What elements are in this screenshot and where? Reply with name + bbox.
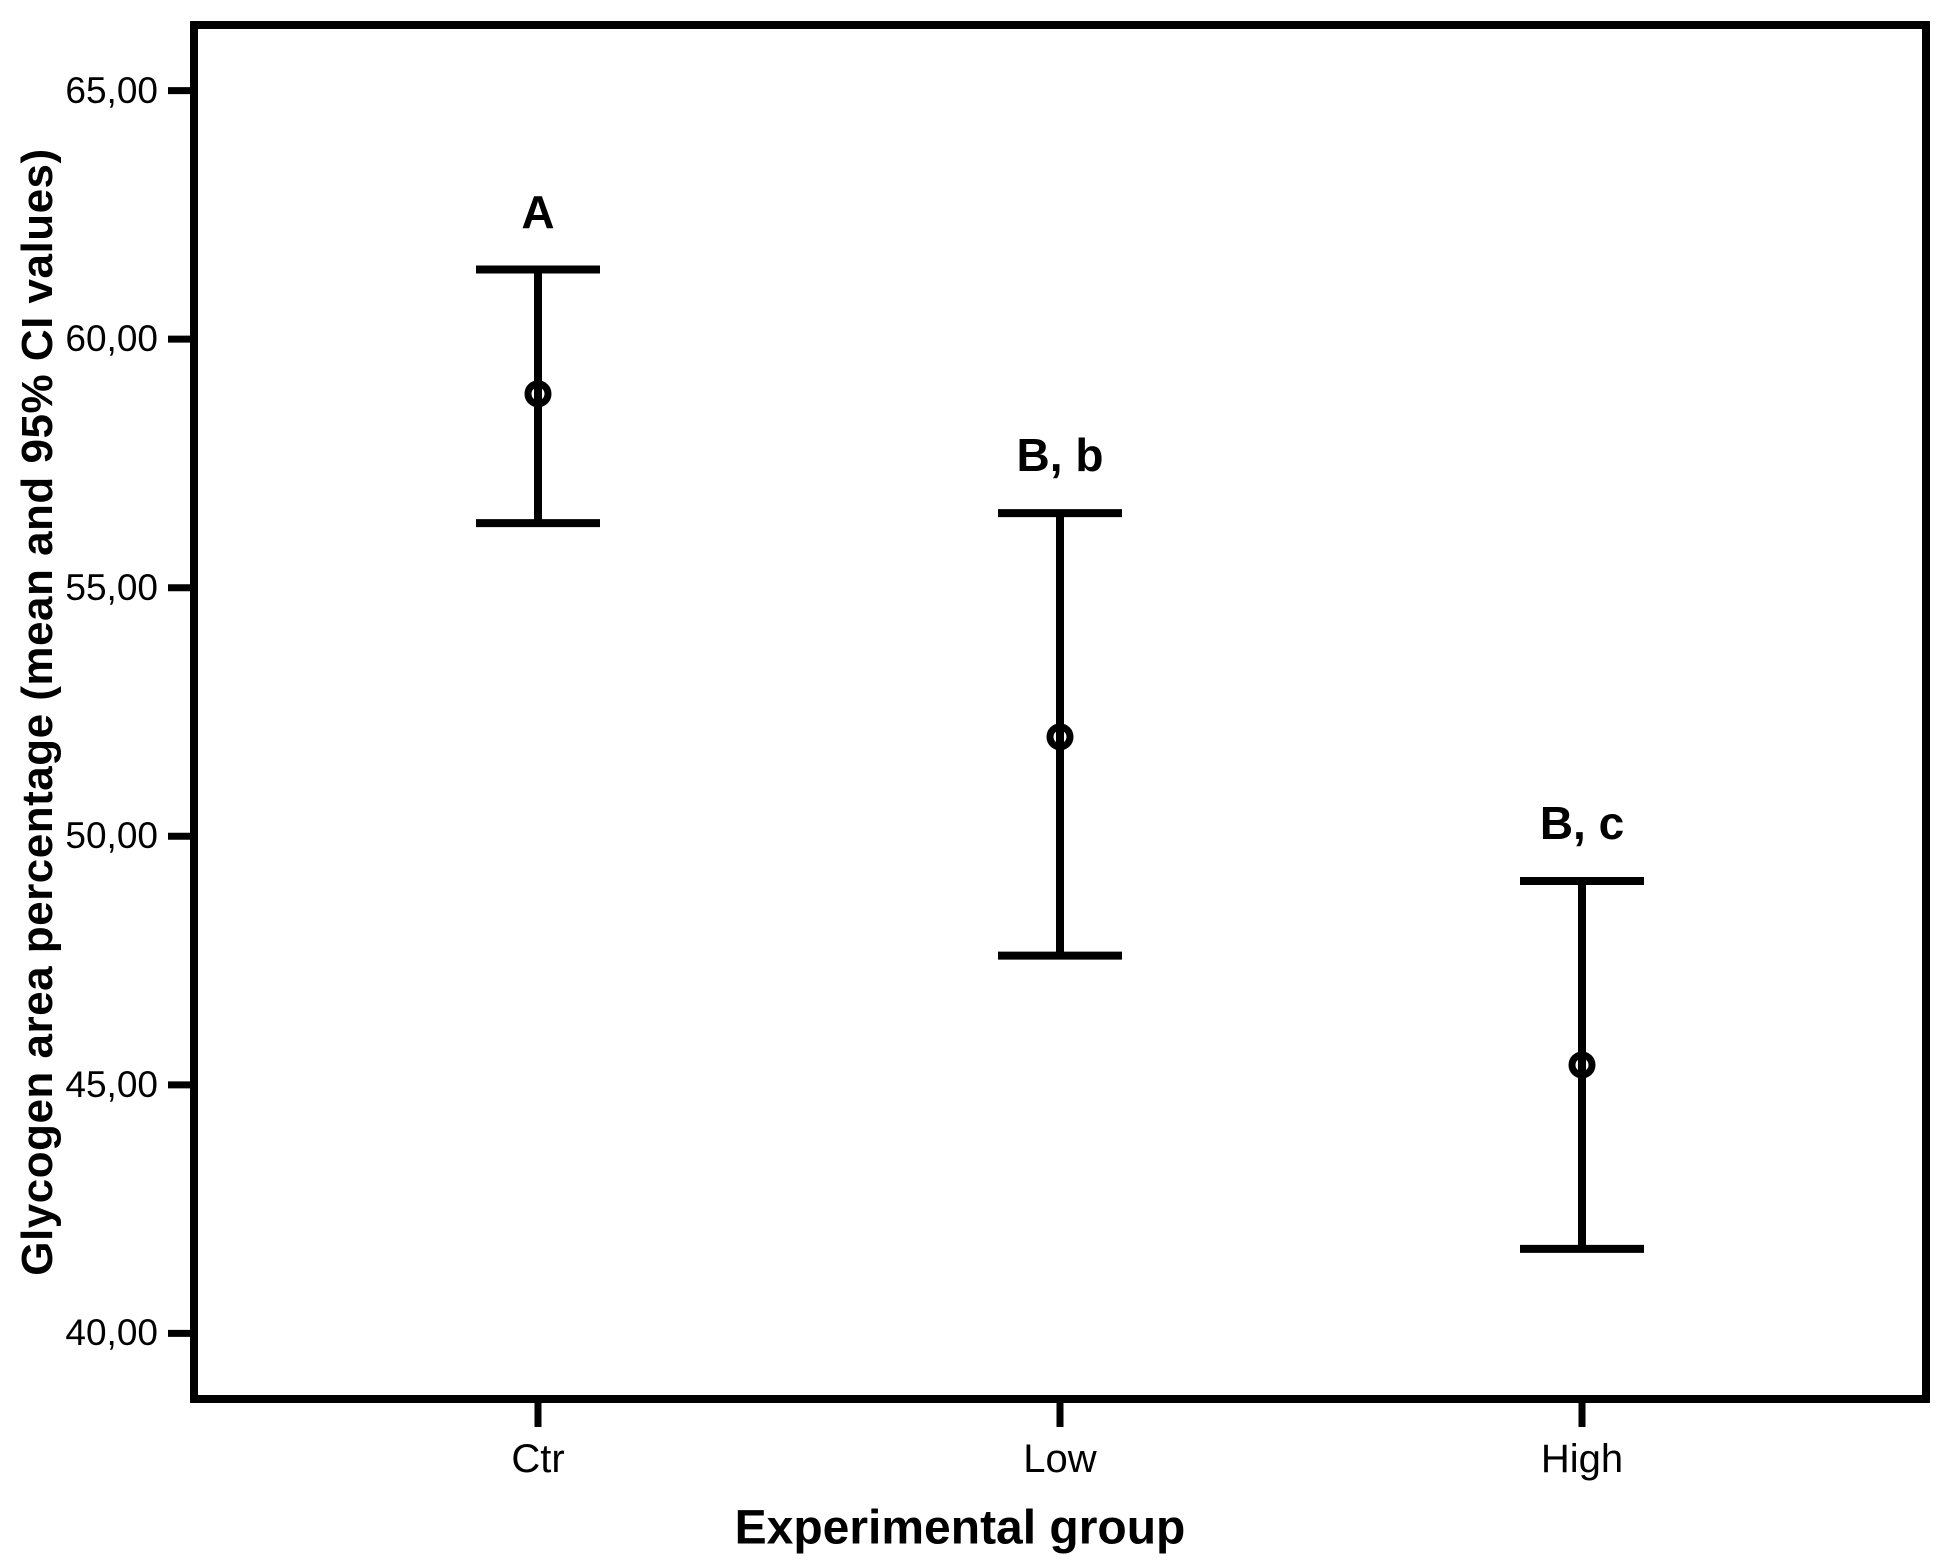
y-axis-tick-label: 50,00 xyxy=(65,815,158,857)
mean-marker-circle-ctr xyxy=(524,380,552,408)
x-axis-tick-label-ctr: Ctr xyxy=(511,1437,565,1481)
x-axis-tick-label-low: Low xyxy=(1023,1437,1097,1481)
x-axis-tick-label-high: High xyxy=(1540,1437,1624,1481)
significance-annotation-high: B, c xyxy=(1539,797,1625,850)
y-axis-tick-label: 40,00 xyxy=(65,1312,158,1354)
x-axis-title: Experimental group xyxy=(734,1501,1186,1555)
mean-marker-circle-low xyxy=(1046,723,1074,751)
y-axis-tick-label: 65,00 xyxy=(65,69,158,111)
plot-frame xyxy=(190,21,1930,1403)
significance-annotation-low: B, b xyxy=(1016,429,1104,482)
mean-marker-circle-high xyxy=(1568,1051,1596,1079)
significance-annotation-ctr: A xyxy=(521,185,555,238)
y-axis-tick-label: 55,00 xyxy=(65,566,158,608)
y-axis-tick-label: 60,00 xyxy=(65,318,158,360)
y-axis-tick-label: 45,00 xyxy=(65,1063,158,1105)
